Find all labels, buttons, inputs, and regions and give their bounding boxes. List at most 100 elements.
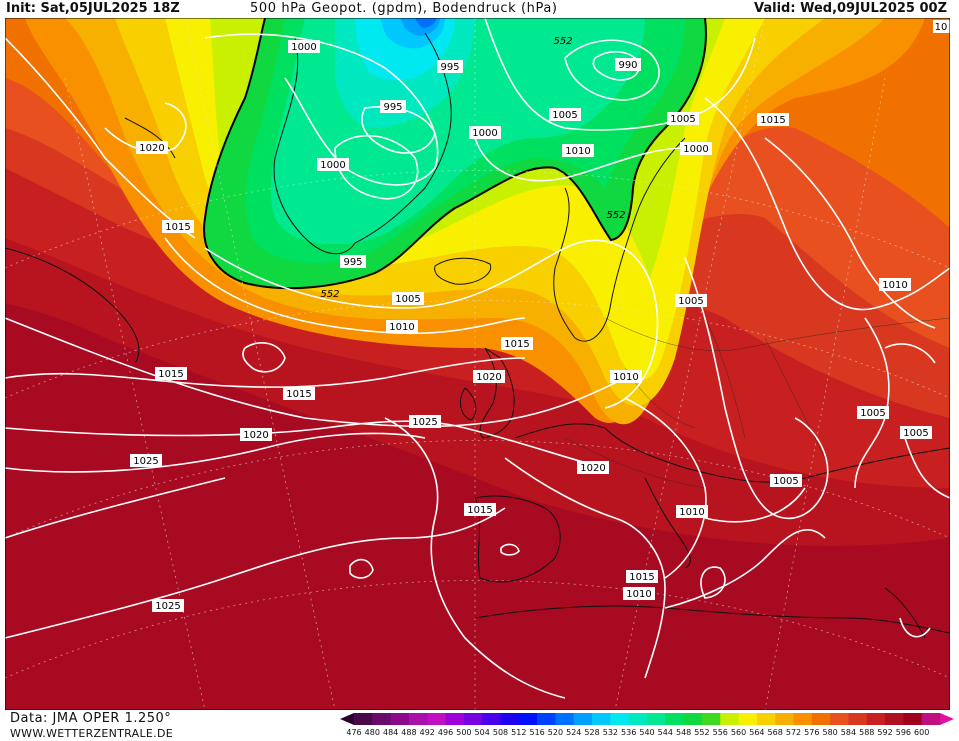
scale-swatch: [665, 713, 685, 725]
scale-swatch: [683, 713, 703, 725]
pressure-label: 10: [933, 20, 950, 33]
scale-swatch: [921, 713, 941, 725]
scale-tick-label: 504: [474, 728, 490, 737]
scale-swatch: [647, 713, 666, 725]
init-time: Init: Sat,05JUL2025 18Z: [6, 1, 180, 16]
svg-text:1005: 1005: [678, 296, 703, 307]
scale-tick-label: 488: [401, 728, 417, 737]
scale-tick-label: 564: [749, 728, 765, 737]
scale-swatch: [482, 713, 501, 725]
scale-swatch: [573, 713, 593, 725]
coastlines: [5, 32, 950, 639]
scale-swatch: [903, 713, 923, 725]
scale-swatch: [811, 713, 831, 725]
pressure-label: 990: [615, 58, 641, 71]
geopot-label: 552: [606, 210, 625, 221]
pressure-label-group: 1000 995 995 1000 1000 995 990 1005 1010…: [130, 20, 950, 612]
scale-tick-label: 496: [437, 728, 454, 737]
map-title: 500 hPa Geopot. (gpdm), Bodendruck (hPa): [250, 1, 558, 16]
scale-tick-label: 476: [346, 728, 362, 737]
pressure-label: 1005: [667, 112, 699, 125]
pressure-label: 1020: [577, 461, 609, 474]
scale-swatch: [592, 713, 611, 725]
scale-swatch: [372, 713, 392, 725]
pressure-label: 1010: [562, 144, 594, 157]
scale-tick-label: 552: [694, 728, 710, 737]
svg-text:1010: 1010: [389, 322, 414, 333]
svg-text:1020: 1020: [580, 463, 605, 474]
svg-text:1010: 1010: [882, 280, 907, 291]
pressure-label: 995: [380, 100, 406, 113]
scale-tick-label: 536: [621, 728, 637, 737]
svg-text:995: 995: [440, 62, 459, 73]
pressure-label: 1010: [676, 505, 708, 518]
scale-tick-label: 572: [785, 728, 802, 737]
pressure-label: 1020: [240, 428, 272, 441]
scale-swatch: [555, 713, 575, 725]
pressure-label: 1000: [288, 40, 320, 53]
data-source: Data: JMA OPER 1.250°: [10, 711, 172, 726]
scale-tick-label: 492: [419, 728, 435, 737]
geopot-label: 552: [320, 289, 339, 300]
svg-text:1015: 1015: [760, 115, 785, 126]
scale-tick-label: 568: [767, 728, 783, 737]
scale-swatch: [720, 713, 740, 725]
map-header: Init: Sat,05JUL2025 18Z 500 hPa Geopot. …: [0, 0, 959, 18]
svg-text:1000: 1000: [472, 128, 497, 139]
svg-text:1015: 1015: [504, 339, 529, 350]
scale-tick-label: 484: [382, 728, 399, 737]
scale-swatch: [408, 713, 428, 725]
scale-tick-label: 548: [675, 728, 692, 737]
scale-tick-label: 512: [511, 728, 527, 737]
pressure-label: 1015: [162, 220, 194, 233]
pressure-label: 1005: [857, 406, 889, 419]
scale-tick-label: 556: [712, 728, 728, 737]
scale-tick-label: 576: [804, 728, 820, 737]
scale-tick-label: 528: [584, 728, 600, 737]
geopot-label: 552: [553, 36, 572, 47]
scale-swatch: [775, 713, 794, 725]
scale-tick-label: 532: [602, 728, 619, 737]
scale-swatch: [500, 713, 520, 725]
scale-tick-label: 516: [529, 728, 545, 737]
svg-text:1005: 1005: [670, 114, 695, 125]
scale-tick-label: 584: [840, 728, 857, 737]
svg-text:1020: 1020: [243, 430, 268, 441]
scale-swatch: [866, 713, 886, 725]
svg-text:1000: 1000: [291, 42, 316, 53]
svg-text:1020: 1020: [139, 143, 164, 154]
pressure-label: 1005: [675, 294, 707, 307]
pressure-label: 1010: [386, 320, 418, 333]
pressure-label: 1010: [623, 587, 655, 600]
svg-text:995: 995: [383, 102, 402, 113]
pressure-label: 1025: [152, 599, 184, 612]
svg-text:1010: 1010: [679, 507, 704, 518]
valid-time: Valid: Wed,09JUL2025 00Z: [754, 1, 947, 16]
scale-tick-label: 500: [456, 728, 472, 737]
scale-swatch: [848, 713, 868, 725]
pressure-label: 1015: [155, 367, 187, 380]
scale-tick-label: 580: [822, 728, 838, 737]
pressure-label: 1005: [770, 474, 802, 487]
svg-text:1005: 1005: [903, 428, 928, 439]
scale-swatch: [463, 713, 483, 725]
scale-tick-label: 480: [364, 728, 380, 737]
scale-tick-label: 520: [547, 728, 564, 737]
color-scale-bar: [340, 713, 954, 725]
svg-text:1010: 1010: [626, 589, 651, 600]
weather-map: 1000 995 995 1000 1000 995 990 1005 1010…: [5, 18, 950, 710]
scale-tick-label: 560: [730, 728, 747, 737]
svg-text:995: 995: [343, 257, 362, 268]
trough-524: [415, 18, 437, 28]
scale-swatch: [518, 713, 538, 725]
svg-text:10: 10: [935, 22, 948, 33]
scale-tick-label: 588: [859, 728, 875, 737]
pressure-label: 1020: [473, 370, 505, 383]
map-footer: Data: JMA OPER 1.250° WWW.WETTERZENTRALE…: [0, 710, 959, 741]
scale-swatch: [738, 713, 758, 725]
website-credit: WWW.WETTERZENTRALE.DE: [10, 727, 173, 740]
svg-text:990: 990: [618, 60, 637, 71]
pressure-label: 1010: [610, 370, 642, 383]
geopot-label-group: 552 552 552: [320, 36, 625, 300]
pressure-label: 1015: [626, 570, 658, 583]
